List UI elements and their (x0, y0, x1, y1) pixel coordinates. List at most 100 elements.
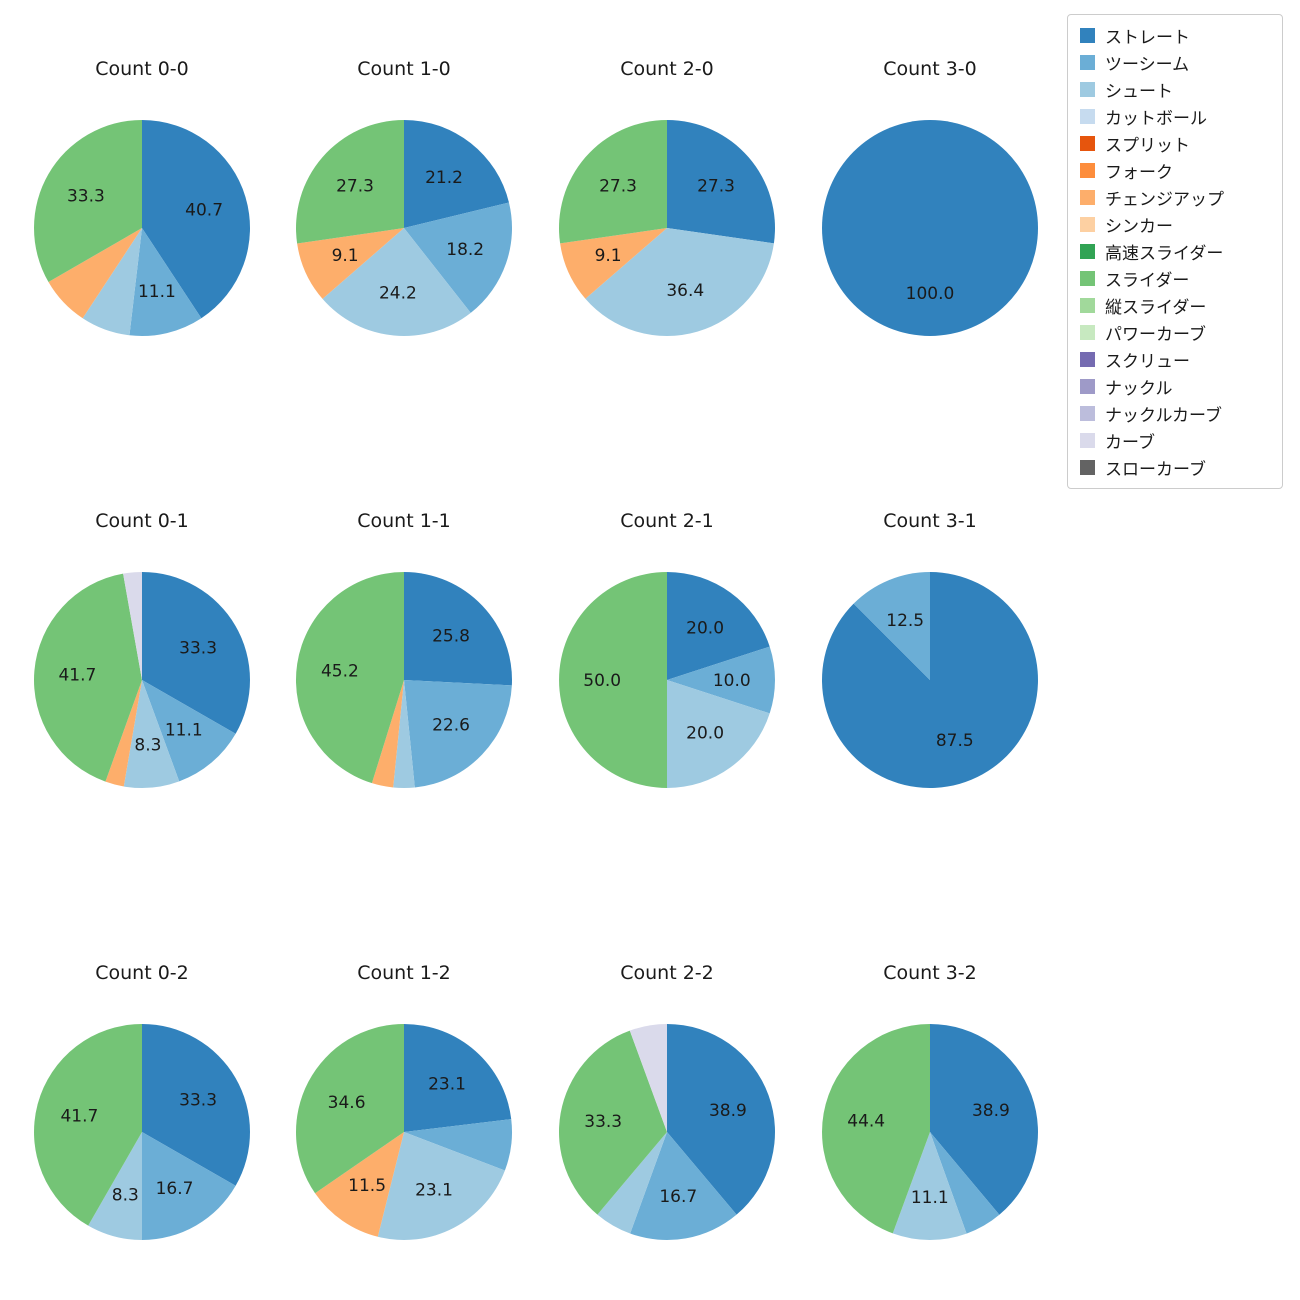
pie-slice-シュート (585, 228, 774, 336)
chart-title: Count 2-0 (620, 58, 714, 80)
pie-slice-ツーシーム (404, 1119, 512, 1171)
pie-slice-シュート (88, 1132, 142, 1240)
pie-slice-ストレート (930, 1024, 1038, 1215)
pie-chart: 20.0 10.0 20.0 50.0 (559, 572, 775, 788)
pie-percentage-label: 11.1 (911, 1188, 949, 1208)
legend-label: スライダー (1105, 271, 1190, 291)
legend-item: シンカー (1080, 211, 1272, 238)
pie-percentage-label: 11.1 (165, 720, 203, 740)
pie-chart: 27.3 36.4 9.1 27.3 (559, 120, 775, 336)
legend-label: ストレート (1105, 28, 1190, 48)
pie-percentage-label: 100.0 (906, 284, 955, 304)
legend-swatch (1080, 55, 1095, 70)
pie-percentage-label: 33.3 (179, 638, 217, 658)
pie-slice-チェンジアップ (48, 228, 142, 319)
legend-label: スプリット (1105, 136, 1190, 156)
pie-percentage-label: 11.1 (138, 282, 176, 302)
legend-label: スローカーブ (1105, 460, 1206, 480)
pie-percentage-label: 11.5 (348, 1176, 386, 1196)
pie-slice-ストレート (822, 120, 1038, 336)
pie-slice-チェンジアップ (297, 228, 404, 299)
legend-item: スプリット (1080, 130, 1272, 157)
pie-slice-ストレート (404, 572, 512, 686)
pie-slice-ツーシーム (930, 1132, 1000, 1234)
legend-item: カットボール (1080, 103, 1272, 130)
legend-swatch (1080, 352, 1095, 367)
chart-cell-count-0-0: Count 0-0 40.7 11.1 33.3 (11, 57, 273, 359)
chart-title: Count 2-1 (620, 510, 714, 532)
pie-slice-カーブ (629, 1024, 667, 1132)
legend-label: ナックルカーブ (1105, 406, 1222, 426)
chart-cell-count-3-1: Count 3-1 87.5 12.5 (799, 509, 1061, 811)
pie-slice-スライダー (558, 1030, 667, 1215)
chart-title: Count 1-0 (357, 58, 451, 80)
pie-slice-ツーシーム (404, 202, 513, 313)
pie-slice-シュート (892, 1132, 967, 1240)
pie-percentage-label: 20.0 (686, 723, 724, 743)
pie-slice-ツーシーム (630, 1132, 737, 1240)
chart-title: Count 0-2 (95, 962, 189, 984)
pie-slice-チェンジアップ (371, 680, 404, 788)
pie-slice-ストレート (142, 120, 250, 319)
pie-chart: 33.3 16.7 8.3 41.7 (34, 1024, 250, 1240)
pie-chart: 33.3 11.18.3 41.7 (33, 572, 250, 788)
pie-chart: 40.7 11.1 33.3 (34, 120, 250, 337)
legend-label: フォーク (1105, 163, 1173, 183)
legend-label: カットボール (1105, 109, 1207, 129)
legend-swatch (1080, 271, 1095, 286)
pie-percentage-label: 21.2 (425, 168, 463, 188)
pie-slice-ストレート (821, 572, 1038, 788)
chart-title: Count 1-1 (357, 510, 451, 532)
legend-swatch (1080, 217, 1095, 232)
chart-title: Count 3-1 (883, 510, 977, 532)
legend-item: シュート (1080, 76, 1272, 103)
pie-percentage-label: 36.4 (666, 281, 704, 301)
pie-percentage-label: 8.3 (134, 735, 161, 755)
pie-slice-ストレート (667, 1024, 776, 1215)
pie-slice-スライダー (34, 120, 142, 282)
legend-item: スローカーブ (1080, 454, 1272, 481)
legend-label: シュート (1105, 82, 1173, 102)
chart-cell-count-1-0: Count 1-0 21.2 18.2 24.2 9.1 27.3 (273, 57, 535, 359)
pie-percentage-label: 33.3 (584, 1112, 622, 1132)
pie-slice-ツーシーム (667, 646, 775, 714)
pie-percentage-label: 16.7 (659, 1187, 697, 1207)
chart-cell-count-2-2: Count 2-2 38.9 16.7 33.3 (536, 961, 798, 1263)
pie-percentage-label: 27.3 (599, 177, 637, 197)
pie-percentage-label: 8.3 (112, 1186, 139, 1206)
pie-slice-スライダー (33, 573, 142, 782)
pie-slice-スライダー (34, 1024, 142, 1226)
legend-label: 高速スライダー (1105, 244, 1224, 264)
pie-slice-ストレート (404, 120, 509, 228)
pie-chart: 23.1 23.1 11.5 34.6 (295, 1024, 512, 1240)
chart-title: Count 3-0 (883, 58, 977, 80)
legend-swatch (1080, 136, 1095, 151)
chart-cell-count-3-2: Count 3-2 38.9 11.1 44.4 (799, 961, 1061, 1263)
chart-cell-count-1-1: Count 1-1 25.8 22.6 45.2 (273, 509, 535, 811)
pie-slice-スライダー (559, 572, 667, 788)
legend-swatch (1080, 298, 1095, 313)
pie-slice-チェンジアップ (315, 1132, 404, 1237)
legend-swatch (1080, 460, 1095, 475)
pie-percentage-label: 41.7 (60, 1106, 98, 1126)
pie-percentage-label: 9.1 (332, 246, 359, 266)
chart-cell-count-1-2: Count 1-2 23.1 23.1 11.5 34.6 (273, 961, 535, 1263)
legend-item: ナックル (1080, 373, 1272, 400)
pie-percentage-label: 45.2 (321, 661, 359, 681)
pie-slice-シュート (377, 1132, 505, 1240)
legend-item: ツーシーム (1080, 49, 1272, 76)
legend-item: スクリュー (1080, 346, 1272, 373)
pie-chart: 100.0 (822, 120, 1038, 336)
legend-swatch (1080, 109, 1095, 124)
pie-percentage-label: 12.5 (886, 611, 924, 631)
legend-label: ツーシーム (1105, 55, 1190, 75)
pie-slice-ストレート (667, 120, 775, 244)
pie-percentage-label: 16.7 (156, 1179, 194, 1199)
pie-percentage-label: 38.9 (972, 1101, 1010, 1121)
pie-percentage-label: 18.2 (446, 240, 484, 260)
pie-slice-ツーシーム (142, 680, 236, 782)
pie-slice-シュート (123, 680, 180, 788)
pie-percentage-label: 50.0 (583, 671, 621, 691)
chart-title: Count 2-2 (620, 962, 714, 984)
pie-slice-ツーシーム (142, 1132, 236, 1240)
